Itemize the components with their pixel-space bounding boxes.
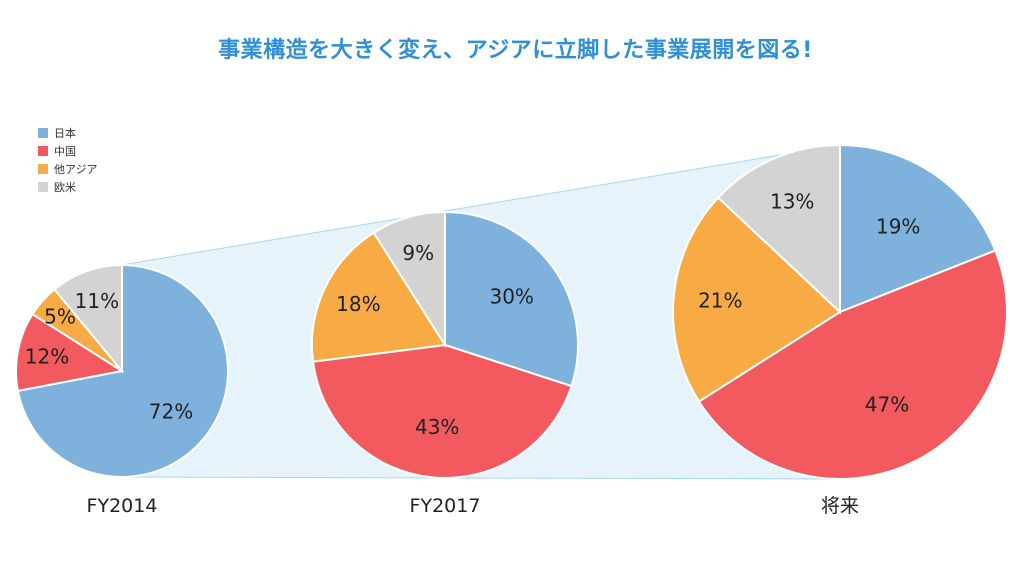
- pie-1: 72%12%5%11%FY2014: [15, 263, 229, 517]
- slice-label-japan: 19%: [876, 214, 920, 238]
- pie-period-label: FY2014: [87, 495, 158, 517]
- slice-west: [53, 263, 123, 374]
- legend-label-china: 中国: [54, 145, 76, 158]
- legend-swatch-other-asia: [38, 164, 48, 174]
- pie-period-label: 将来: [821, 495, 859, 517]
- pie-period-label: FY2017: [410, 495, 481, 517]
- legend-item-west: 欧米: [38, 178, 98, 196]
- legend-label-japan: 日本: [54, 127, 76, 140]
- slice-label-china: 47%: [865, 392, 909, 416]
- connector-edge-top: [121, 144, 841, 266]
- slice-japan: [444, 210, 579, 388]
- chart-title: 事業構造を大きく変え、アジアに立脚した事業展開を図る!: [218, 38, 813, 63]
- slice-label-other-asia: 21%: [698, 289, 742, 313]
- slice-japan: [839, 143, 997, 314]
- slice-west: [372, 210, 446, 349]
- slice-other-asia: [311, 231, 447, 363]
- connector-edge-bottom: [121, 476, 841, 480]
- legend-swatch-japan: [38, 128, 48, 138]
- slice-label-china: 12%: [25, 345, 69, 369]
- legend-label-other-asia: 他アジア: [54, 163, 98, 176]
- pie-3: 19% 47% 21% 13% 将来: [672, 143, 1008, 517]
- legend-item-china: 中国: [38, 142, 98, 160]
- slice-label-west: 13%: [770, 190, 814, 214]
- slice-china: [311, 343, 573, 479]
- slice-label-japan: 72%: [149, 400, 193, 424]
- slice-label-west: 9%: [402, 241, 434, 265]
- slice-china: [15, 312, 125, 393]
- slice-china: [697, 249, 1008, 480]
- slice-label-japan: 30%: [489, 285, 533, 309]
- legend-swatch-china: [38, 146, 48, 156]
- legend: 日本 中国 他アジア 欧米: [38, 124, 98, 196]
- slice-west: [716, 143, 841, 315]
- legend-item-japan: 日本: [38, 124, 98, 142]
- slice-label-west: 11%: [75, 289, 119, 313]
- legend-item-other-asia: 他アジア: [38, 160, 98, 178]
- slice-label-china: 43%: [415, 415, 459, 439]
- pie-2: 30% 43% 18% 9% FY2017: [311, 210, 579, 517]
- slice-label-other-asia: 18%: [336, 292, 380, 316]
- legend-label-west: 欧米: [54, 181, 76, 194]
- slice-other-asia: [672, 196, 842, 403]
- legend-swatch-west: [38, 182, 48, 192]
